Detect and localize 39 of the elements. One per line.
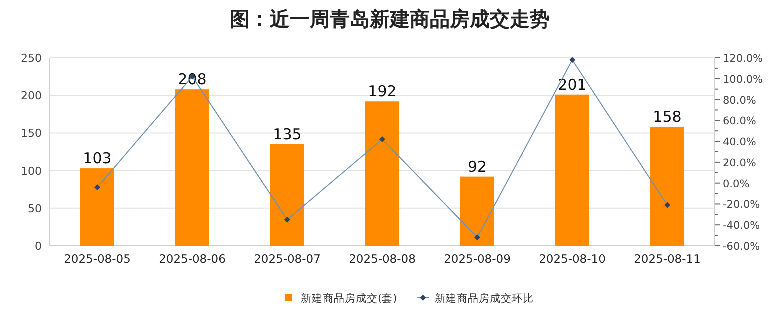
y-tick-label: 200 [21,90,42,103]
bar [650,127,684,246]
data-label: 135 [273,125,302,144]
y2-tick-label: -20.0% [723,199,760,212]
y2-tick-label: 40.0% [723,136,756,149]
data-label: 201 [558,76,587,94]
bar [460,176,494,246]
y-tick-label: 150 [21,127,42,140]
y2-tick-label: 0.0% [723,178,750,190]
y-tick-label: 100 [21,164,42,178]
x-tick-label: 2025-08-05 [64,252,131,266]
x-tick-label: 2025-08-08 [349,252,416,266]
data-label: 158 [653,108,682,126]
bar [80,168,114,246]
y2-tick-label: 100.0% [723,74,764,86]
x-tick-label: 2025-08-09 [444,252,511,266]
y-tick-label: 50 [28,202,42,216]
legend-label: 新建商品房成交环比 [435,292,534,305]
data-label: 192 [368,82,397,101]
chart-title: 图：近一周青岛新建商品房成交走势 [230,7,550,31]
x-tick-label: 2025-08-07 [254,252,321,266]
bar [176,90,210,246]
y2-tick-label: 60.0% [723,116,756,128]
bar [366,102,400,246]
y2-tick-label: 20.0% [723,157,756,170]
y2-tick-label: -60.0% [723,241,760,253]
legend-label: 新建商品房成交(套) [301,292,398,305]
y2-tick-label: -40.0% [723,220,760,232]
bar [270,144,304,246]
y2-tick-label: 80.0% [723,94,756,107]
x-tick-label: 2025-08-11 [634,252,701,266]
bar [556,94,590,246]
data-label: 103 [83,150,112,168]
y2-tick-label: 120.0% [723,53,764,65]
y-tick-label: 250 [21,52,42,65]
data-label: 92 [468,158,488,176]
y-tick-label: 0 [35,240,42,253]
x-tick-label: 2025-08-10 [539,252,606,266]
x-tick-label: 2025-08-06 [159,252,226,266]
